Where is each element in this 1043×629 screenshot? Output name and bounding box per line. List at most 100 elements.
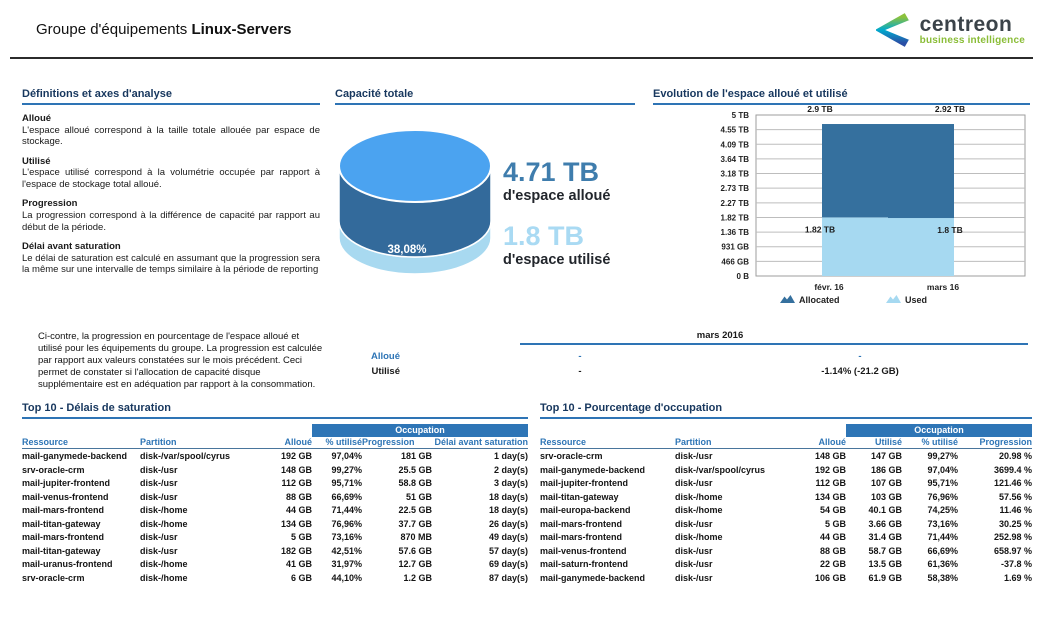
occupation-band-row: Occupation [22, 424, 529, 437]
cell-resource: mail-jupiter-frontend [22, 478, 110, 489]
cell-progression: 121.46 % [993, 478, 1033, 489]
col-ressource: Ressource [22, 437, 69, 447]
allocated-label: d'espace alloué [503, 188, 611, 205]
cell-allocated: 41 GB [285, 559, 312, 570]
definitions-title: Définitions et axes d'analyse [22, 88, 320, 105]
cell-allocated: 5 GB [290, 532, 312, 543]
cell-resource: mail-jupiter-frontend [540, 478, 628, 489]
occupation-band: Occupation [312, 424, 529, 437]
row-label: Utilisé [371, 366, 400, 377]
cell-pct-used: 95,71% [927, 478, 958, 489]
cell-delay: 1 day(s) [494, 451, 529, 462]
definition-term: Alloué [22, 113, 52, 124]
cell-allocated: 134 GB [814, 491, 846, 502]
col-pct-utilise: % utilisé [921, 437, 958, 447]
occupation-table-title: Top 10 - Pourcentage d'occupation [540, 402, 1032, 419]
cell-resource: mail-mars-frontend [22, 532, 105, 543]
cell-delay: 87 day(s) [488, 572, 529, 583]
definition-text: Le délai de saturation est calculé en as… [22, 252, 320, 276]
row-label: Alloué [370, 351, 400, 362]
table-row: mail-mars-frontend disk-/home 44 GB 71,4… [22, 503, 528, 517]
logo-brand: centreon [919, 13, 1013, 36]
evolution-title: Evolution de l'espace alloué et utilisé [653, 88, 1030, 105]
cell-partition: disk-/home [140, 559, 188, 570]
cell-partition: disk-/home [675, 491, 723, 502]
cell-resource: mail-mars-frontend [540, 518, 623, 529]
cell-delay: 18 day(s) [488, 491, 529, 502]
cell-allocated: 88 GB [819, 545, 846, 556]
page-title: Groupe d'équipements Linux-Servers [36, 21, 292, 38]
cell-allocated: 44 GB [285, 505, 312, 516]
cell-pct-used: 97,04% [927, 464, 958, 475]
cell-pct-used: 97,04% [331, 451, 362, 462]
capacity-cylinder-chart: 38,08% [338, 129, 492, 275]
table-row: mail-europa-backend disk-/home 54 GB 40.… [540, 503, 1032, 517]
cell-pct-used: 58,38% [927, 572, 958, 583]
col-ressource: Ressource [540, 437, 587, 447]
cell-allocated: 106 GB [814, 572, 846, 583]
cylinder-top [338, 129, 492, 203]
definition-text: L'espace utilisé correspond à la volumét… [22, 167, 320, 190]
cell-progression: 3699.4 % [993, 464, 1033, 475]
cell-delay: 18 day(s) [488, 505, 529, 516]
cell-used: 13.5 GB [868, 559, 902, 570]
cell-resource: mail-saturn-frontend [540, 559, 629, 570]
y-tick-label: 5 TB [732, 111, 750, 120]
y-tick-label: 1.82 TB [721, 213, 750, 222]
cell-used: 107 GB [870, 478, 902, 489]
bar-used-0 [822, 217, 888, 276]
bar-used-1 [888, 218, 954, 276]
cell-allocated: 148 GB [280, 464, 312, 475]
occupation-table: Occupation Ressource Partition Alloué Ut… [540, 424, 1033, 585]
cell-delay: 69 day(s) [488, 559, 529, 570]
cell-partition: disk-/home [675, 505, 723, 516]
cell-pct-used: 76,96% [331, 518, 362, 529]
col-delai-saturation: Délai avant saturation [434, 437, 529, 447]
allocated-value: 4.71 TB [503, 157, 600, 187]
used-value-label: 1.8 TB [937, 225, 963, 235]
col-progression: Progression [979, 437, 1033, 447]
cell-used: 186 GB [870, 464, 902, 475]
cell-progression: 1.69 % [1003, 572, 1033, 583]
cell-progression: 57.6 GB [398, 545, 432, 556]
progression-text: Ci-contre, la progression en pourcentage… [38, 331, 323, 390]
cell-progression: 25.5 GB [398, 464, 432, 475]
table-row: mail-ganymede-backend disk-/usr 106 GB 6… [540, 571, 1032, 585]
cell-pct-used: 61,36% [927, 559, 958, 570]
centreon-logo-icon [875, 13, 911, 47]
cell-used: 58.7 GB [868, 545, 902, 556]
table-row: srv-oracle-crm disk-/usr 148 GB 147 GB 9… [540, 449, 1032, 463]
saturation-table-title: Top 10 - Délais de saturation [22, 402, 528, 419]
legend-icon [886, 295, 901, 303]
cell-partition: disk-/usr [675, 572, 713, 583]
y-tick-label: 2.73 TB [721, 184, 750, 193]
row-value-2: - [858, 351, 862, 362]
cell-allocated: 22 GB [819, 559, 846, 570]
logo-tagline: business intelligence [919, 35, 1025, 46]
period-divider [520, 343, 1028, 345]
table-row: mail-venus-frontend disk-/usr 88 GB 66,6… [22, 490, 528, 504]
cell-resource: mail-ganymede-backend [540, 464, 646, 475]
occupation-table-body: srv-oracle-crm disk-/usr 148 GB 147 GB 9… [540, 449, 1032, 585]
y-tick-label: 1.36 TB [721, 228, 750, 237]
table-row: mail-jupiter-frontend disk-/usr 112 GB 1… [540, 476, 1032, 490]
cell-used: 3.66 GB [868, 518, 902, 529]
row-value-1: - [578, 366, 582, 377]
cell-partition: disk-/home [140, 505, 188, 516]
cell-allocated: 54 GB [819, 505, 846, 516]
saturation-table-body: mail-ganymede-backend disk-/var/spool/cy… [22, 449, 528, 585]
cell-partition: disk-/usr [675, 478, 713, 489]
cell-partition: disk-/usr [675, 545, 713, 556]
cell-used: 61.9 GB [868, 572, 902, 583]
table-row: mail-titan-gateway disk-/usr 182 GB 42,5… [22, 544, 528, 558]
cell-resource: mail-titan-gateway [22, 518, 101, 529]
cell-progression: 11.46 % [999, 505, 1033, 516]
cell-resource: mail-mars-frontend [22, 505, 105, 516]
x-category-label: mars 16 [927, 282, 959, 292]
y-tick-label: 2.27 TB [721, 199, 750, 208]
cell-resource: mail-ganymede-backend [22, 451, 128, 462]
cell-progression: 252.98 % [993, 532, 1033, 543]
cell-progression: 30.25 % [998, 518, 1033, 529]
cell-delay: 2 day(s) [494, 464, 529, 475]
